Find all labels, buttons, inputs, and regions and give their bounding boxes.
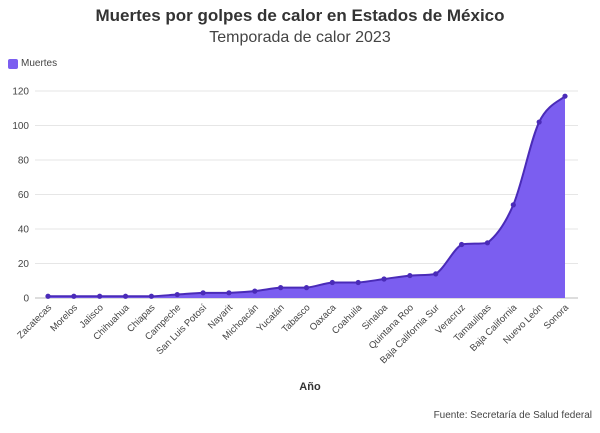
data-point-12[interactable] bbox=[355, 279, 361, 286]
x-tick-label: Zacatecas bbox=[15, 302, 54, 341]
data-point-9[interactable] bbox=[278, 285, 284, 291]
data-point-4[interactable] bbox=[148, 293, 154, 299]
y-axis: 0 20 40 60 80 100 120 bbox=[12, 87, 29, 305]
x-axis-title: Año bbox=[299, 381, 321, 393]
data-point-17[interactable] bbox=[484, 240, 491, 246]
y-tick-label: 20 bbox=[18, 259, 30, 270]
data-point-7[interactable] bbox=[226, 290, 232, 296]
data-point-0[interactable] bbox=[45, 293, 51, 299]
data-point-10[interactable] bbox=[303, 285, 310, 291]
plot-area bbox=[48, 95, 566, 298]
legend[interactable]: Muertes bbox=[8, 58, 57, 69]
data-point-5[interactable] bbox=[174, 291, 180, 298]
y-tick-label: 0 bbox=[23, 294, 29, 305]
area-fill bbox=[48, 96, 565, 298]
chart-title: Muertes por golpes de calor en Estados d… bbox=[95, 6, 505, 25]
y-tick-label: 80 bbox=[18, 156, 30, 167]
data-point-18[interactable] bbox=[510, 202, 516, 208]
data-point-16[interactable] bbox=[459, 241, 465, 248]
data-point-14[interactable] bbox=[407, 272, 413, 279]
legend-swatch bbox=[8, 58, 18, 69]
data-point-19[interactable] bbox=[536, 119, 542, 125]
x-tick-label: Tabasco bbox=[280, 302, 313, 335]
x-tick-label: Morelos bbox=[48, 302, 80, 334]
y-tick-label: 120 bbox=[12, 87, 29, 98]
x-axis: ZacatecasMorelosJaliscoChihuahuaChiapasC… bbox=[15, 302, 571, 366]
data-point-8[interactable] bbox=[252, 288, 258, 294]
data-point-15[interactable] bbox=[433, 271, 439, 277]
data-point-1[interactable] bbox=[71, 293, 77, 299]
source-note: Fuente: Secretaría de Salud federal bbox=[433, 410, 592, 421]
data-points bbox=[45, 93, 568, 299]
y-tick-label: 40 bbox=[18, 225, 30, 236]
y-tick-label: 60 bbox=[18, 190, 30, 201]
data-point-11[interactable] bbox=[329, 279, 335, 286]
chart-subtitle: Temporada de calor 2023 bbox=[209, 29, 391, 46]
legend-label: Muertes bbox=[21, 58, 58, 69]
data-point-20[interactable] bbox=[562, 93, 568, 99]
x-tick-label: Sonora bbox=[542, 302, 572, 332]
data-point-13[interactable] bbox=[381, 276, 387, 282]
data-point-6[interactable] bbox=[200, 290, 206, 296]
data-point-3[interactable] bbox=[122, 293, 129, 299]
data-point-2[interactable] bbox=[97, 293, 103, 299]
y-tick-label: 100 bbox=[12, 121, 29, 132]
